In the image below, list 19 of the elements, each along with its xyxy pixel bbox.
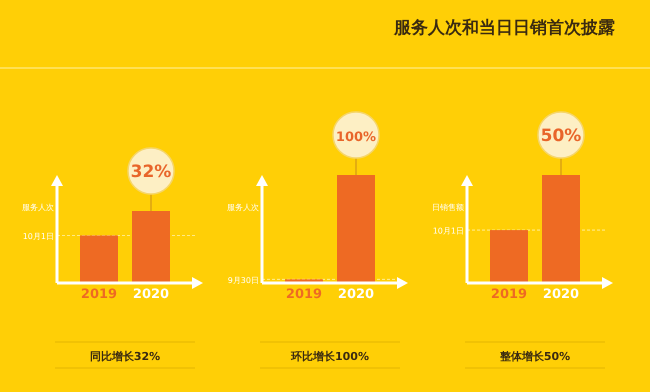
x-tick-label: 2020: [132, 287, 170, 302]
x-tick-label: 2019: [80, 287, 118, 302]
annotation: 50%: [540, 126, 582, 146]
text: 环比增长100%: [290, 350, 369, 363]
text: 同比增长32%: [90, 350, 160, 363]
y-axis-title: 日销售额: [432, 203, 464, 212]
ref-line-label: 10月1日: [432, 226, 464, 236]
annotation: 32%: [130, 162, 172, 182]
x-tick-label: 2020: [542, 287, 580, 302]
x-tick-label: 2019: [286, 287, 322, 302]
annotation: 100%: [336, 130, 376, 145]
y-axis-title: 服务人次: [22, 203, 54, 212]
ref-line-label: 10月1日: [22, 232, 54, 241]
text: 整体增长50%: [498, 350, 570, 363]
x-tick-label: 2020: [338, 287, 374, 302]
x-tick-label: 2019: [490, 287, 528, 302]
chart-title: 服务人次和当日日销首次披露: [393, 18, 615, 38]
ref-line-label: 9月30日: [228, 276, 259, 285]
y-axis-title: 服务人次: [227, 203, 259, 212]
